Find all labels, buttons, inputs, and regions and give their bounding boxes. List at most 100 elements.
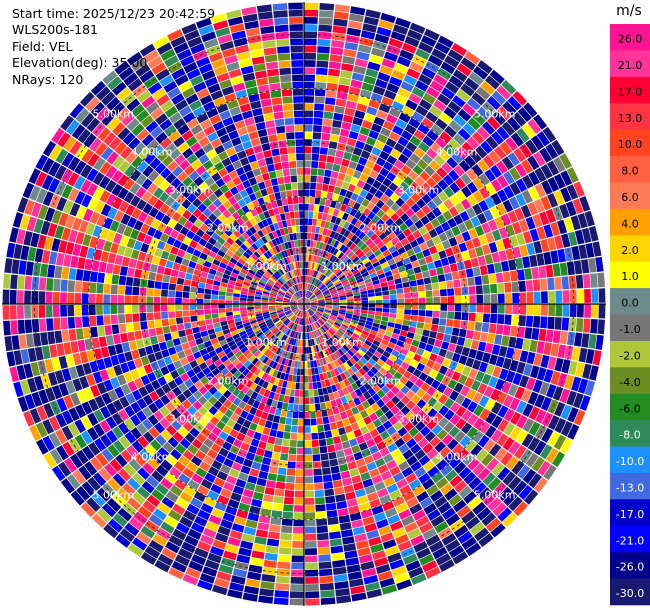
range-gate: [250, 322, 259, 328]
range-gate: [447, 288, 455, 296]
range-gate: [395, 207, 405, 217]
range-gate: [286, 219, 292, 227]
range-gate: [323, 292, 331, 297]
range-gate: [87, 412, 99, 426]
range-gate: [333, 156, 343, 165]
range-gate: [532, 379, 543, 393]
range-gate: [316, 53, 330, 61]
range-gate: [92, 371, 103, 384]
range-gate: [245, 371, 254, 380]
range-gate: [478, 200, 489, 212]
range-gate: [196, 298, 204, 304]
range-gate: [200, 119, 212, 130]
range-gate: [304, 418, 311, 426]
range-gate: [267, 280, 274, 287]
range-gate: [38, 305, 46, 318]
range-gate: [481, 322, 490, 333]
range-gate: [505, 293, 512, 304]
range-gate: [553, 434, 567, 451]
range-gate: [272, 317, 280, 322]
range-gate: [344, 258, 352, 266]
range-gate: [282, 317, 288, 323]
range-gate: [479, 265, 488, 276]
range-gate: [367, 314, 375, 319]
range-gate: [552, 330, 561, 344]
range-gate: [486, 263, 496, 274]
range-gate: [286, 381, 292, 389]
range-gate: [289, 233, 294, 241]
range-gate: [595, 256, 604, 272]
range-gate: [519, 375, 530, 388]
range-gate: [236, 278, 244, 284]
range-gate: [478, 533, 494, 548]
range-gate: [24, 319, 33, 334]
range-gate: [101, 392, 112, 405]
range-gate: [242, 592, 258, 602]
range-gate: [448, 426, 460, 438]
range-gate: [517, 326, 526, 338]
range-gate: [290, 218, 296, 226]
range-gate: [166, 236, 176, 246]
range-gate: [262, 105, 273, 115]
range-gate: [561, 359, 571, 374]
range-gate: [90, 271, 98, 283]
range-gate: [219, 376, 228, 385]
range-gate: [399, 270, 408, 278]
range-gate: [335, 259, 342, 267]
range-gate: [472, 430, 484, 444]
range-gate: [529, 365, 540, 379]
range-gate: [271, 97, 283, 106]
range-gate: [376, 269, 384, 276]
range-gate: [132, 313, 140, 322]
range-gate: [266, 68, 279, 77]
range-gate: [233, 229, 242, 238]
range-gate: [285, 388, 291, 396]
range-gate: [178, 547, 193, 560]
range-gate: [289, 168, 297, 176]
range-gate: [338, 274, 346, 281]
range-gate: [381, 58, 396, 69]
range-gate: [358, 502, 371, 512]
range-gate: [217, 525, 231, 536]
range-gate: [175, 284, 184, 292]
range-gate: [337, 389, 345, 398]
range-gate: [362, 478, 374, 488]
range-gate: [298, 300, 304, 304]
range-gate: [404, 380, 415, 390]
range-gate: [258, 321, 266, 327]
range-gate: [483, 209, 494, 222]
range-gate: [266, 382, 274, 391]
range-gate: [384, 253, 393, 262]
range-gate: [304, 299, 310, 304]
range-gate: [523, 489, 539, 505]
range-gate: [426, 484, 439, 496]
range-gate: [334, 413, 342, 422]
range-gate: [375, 291, 383, 297]
range-gate: [368, 153, 379, 163]
range-gate: [143, 363, 153, 374]
range-gate: [355, 327, 363, 333]
range-gate: [360, 150, 371, 160]
range-gate: [202, 566, 218, 577]
range-gate: [304, 390, 309, 397]
range-gate: [285, 125, 295, 133]
range-gate: [323, 268, 329, 275]
range-gate: [466, 388, 477, 401]
range-gate: [326, 214, 333, 222]
range-gate: [125, 151, 138, 164]
range-gate: [304, 298, 309, 304]
range-gate: [218, 430, 229, 441]
range-gate: [262, 293, 270, 297]
range-gate: [142, 500, 157, 513]
range-gate: [454, 295, 462, 304]
range-gate: [291, 555, 304, 563]
range-gate: [108, 136, 122, 151]
range-gate: [461, 186, 472, 198]
range-gate: [345, 288, 352, 293]
range-gate: [151, 343, 161, 353]
range-gate: [334, 580, 349, 590]
range-gate: [151, 255, 161, 265]
range-gate: [220, 414, 230, 425]
range-gate: [106, 498, 122, 512]
range-gate: [130, 195, 141, 207]
